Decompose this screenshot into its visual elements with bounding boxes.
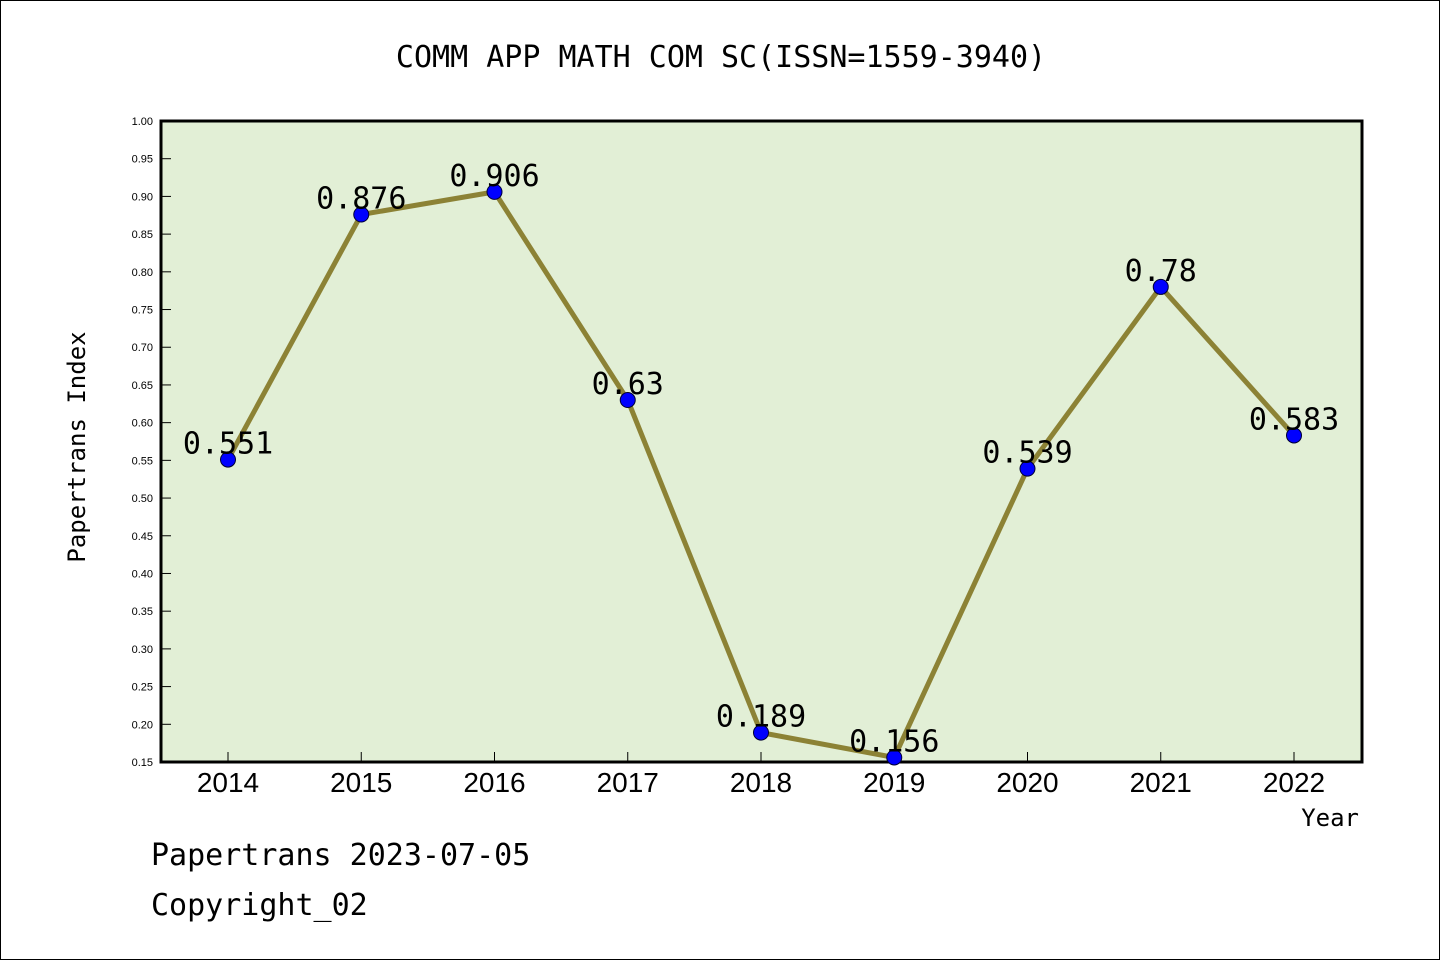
x-axis: 2014 2015 2016 2017 2018 2019 2020 2021 2022 <box>197 752 1325 798</box>
x-axis-label: Year <box>1301 804 1359 832</box>
data-label: 0.876 <box>316 182 406 217</box>
data-point <box>486 183 503 200</box>
data-label: 0.583 <box>1249 402 1339 437</box>
y-tick-label: 0.50 <box>132 493 153 505</box>
x-tick-label: 2022 <box>1263 767 1325 798</box>
y-axis-label: Papertrans Index <box>63 331 91 562</box>
y-tick-label: 0.90 <box>132 191 153 203</box>
x-tick-label: 2021 <box>1130 767 1192 798</box>
y-tick-label: 0.15 <box>132 757 153 769</box>
x-tick-label: 2020 <box>996 767 1058 798</box>
data-label: 0.189 <box>716 700 806 735</box>
x-tick-label: 2017 <box>597 767 659 798</box>
data-point <box>353 206 370 223</box>
y-tick-label: 0.65 <box>132 380 153 392</box>
y-tick-label: 0.80 <box>132 267 153 279</box>
y-tick-label: 0.25 <box>132 682 153 694</box>
x-tick-label: 2015 <box>330 767 392 798</box>
y-axis: 0.15 0.20 0.25 0.30 0.35 0.40 0.45 0.50 0.55 0.60… <box>132 116 171 769</box>
y-tick-label: 0.85 <box>132 229 153 241</box>
y-tick-label: 0.70 <box>132 342 153 354</box>
data-labels: 0.551 0.876 0.906 0.63 0.189 0.156 0.539 0.78 0.… <box>183 159 1339 760</box>
data-point <box>619 392 636 409</box>
data-label: 0.156 <box>849 724 939 759</box>
data-point <box>1019 460 1036 477</box>
footer-copyright-text: Copyright_02 <box>151 888 368 923</box>
y-tick-label: 0.20 <box>132 719 153 731</box>
chart-title: COMM APP MATH COM SC(ISSN=1559-3940) <box>396 40 1046 75</box>
y-tick-label: 0.60 <box>132 418 153 430</box>
data-label: 0.906 <box>449 159 539 194</box>
y-tick-label: 0.55 <box>132 455 153 467</box>
y-tick-label: 0.45 <box>132 531 153 543</box>
y-tick-label: 0.35 <box>132 606 153 618</box>
data-label: 0.63 <box>592 367 664 402</box>
data-point <box>886 749 903 766</box>
y-tick-label: 0.40 <box>132 568 153 580</box>
y-tick-label: 0.75 <box>132 305 153 317</box>
data-point <box>1286 427 1302 444</box>
data-point <box>753 724 769 741</box>
y-tick-label: 0.30 <box>132 644 153 656</box>
footer-date-text: Papertrans 2023-07-05 <box>151 838 530 873</box>
plot-area <box>159 119 1364 764</box>
data-label: 0.539 <box>982 436 1072 471</box>
y-tick-label: 1.00 <box>132 116 153 128</box>
y-tick-label: 0.95 <box>132 154 153 166</box>
x-tick-label: 2019 <box>863 767 925 798</box>
data-label: 0.78 <box>1125 254 1197 289</box>
x-tick-label: 2014 <box>197 767 259 798</box>
x-tick-label: 2018 <box>730 767 792 798</box>
data-point <box>220 451 236 468</box>
series-markers <box>220 183 1302 766</box>
data-point <box>1152 278 1169 295</box>
data-label: 0.551 <box>183 427 273 462</box>
x-tick-label: 2016 <box>463 767 525 798</box>
